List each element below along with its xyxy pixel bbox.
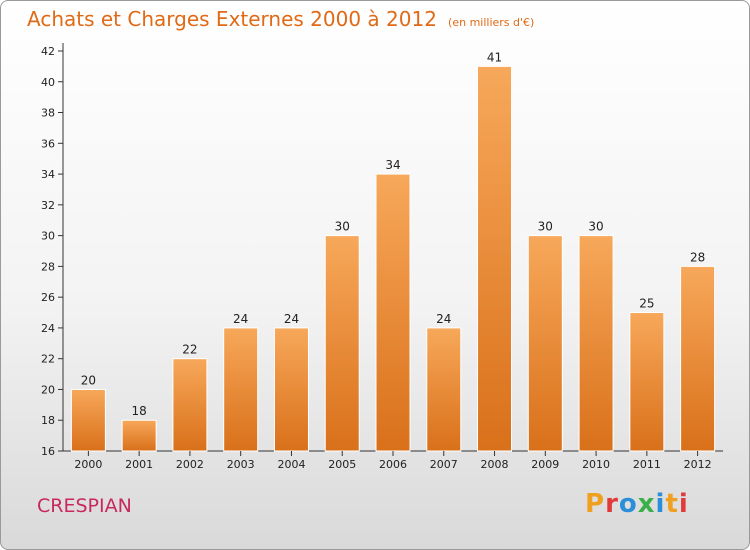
bar	[324, 235, 360, 452]
x-tick-label: 2009	[531, 458, 559, 471]
x-tick-label: 2011	[633, 458, 661, 471]
bar-value-label: 24	[284, 312, 299, 326]
bar	[273, 327, 309, 452]
bar-value-label: 41	[487, 50, 502, 64]
y-tick-label: 22	[41, 353, 55, 366]
y-tick-label: 30	[41, 230, 55, 243]
bar-value-label: 18	[132, 404, 147, 418]
x-tick-label: 2004	[277, 458, 305, 471]
bar-value-label: 30	[538, 220, 553, 234]
bar	[578, 235, 614, 452]
chart-subtitle: (en milliers d'€)	[448, 16, 535, 29]
x-tick-label: 2005	[328, 458, 356, 471]
logo-letter: t	[665, 489, 679, 519]
x-tick-label: 2000	[74, 458, 102, 471]
logo-letter: r	[605, 489, 619, 519]
bar-value-label: 22	[182, 343, 197, 357]
y-tick-label: 28	[41, 260, 55, 273]
y-tick-label: 16	[41, 445, 55, 458]
bar-value-label: 24	[436, 312, 451, 326]
bar	[629, 312, 665, 452]
x-tick-label: 2006	[379, 458, 407, 471]
logo-letter: i	[655, 489, 666, 519]
bar-value-label: 30	[335, 220, 350, 234]
x-tick-label: 2008	[481, 458, 509, 471]
y-tick-label: 24	[41, 322, 55, 335]
x-tick-label: 2001	[125, 458, 153, 471]
chart-title-block: Achats et Charges Externes 2000 à 2012 (…	[27, 7, 534, 31]
y-tick-label: 40	[41, 76, 55, 89]
bar	[375, 173, 411, 452]
logo-letter: P	[585, 489, 606, 519]
bar	[527, 235, 563, 452]
x-tick-label: 2002	[176, 458, 204, 471]
y-tick-label: 38	[41, 107, 55, 120]
bar-value-label: 30	[588, 220, 603, 234]
logo-letter: i	[678, 489, 689, 519]
x-tick-label: 2003	[227, 458, 255, 471]
logo-letter: o	[618, 489, 638, 519]
bar	[172, 358, 208, 452]
y-tick-label: 42	[41, 45, 55, 58]
bar	[121, 419, 157, 452]
x-tick-label: 2010	[582, 458, 610, 471]
chart-title: Achats et Charges Externes 2000 à 2012	[27, 7, 437, 31]
bar	[680, 265, 716, 452]
bar	[477, 65, 513, 452]
y-tick-label: 18	[41, 414, 55, 427]
logo-letter: x	[637, 489, 656, 519]
bar	[426, 327, 462, 452]
bar	[223, 327, 259, 452]
x-tick-label: 2007	[430, 458, 458, 471]
bar-value-label: 28	[690, 250, 705, 264]
y-tick-label: 20	[41, 383, 55, 396]
bar	[70, 388, 106, 452]
proxiti-logo: Proxiti	[585, 489, 689, 519]
y-tick-label: 36	[41, 137, 55, 150]
y-tick-label: 32	[41, 199, 55, 212]
y-tick-label: 26	[41, 291, 55, 304]
bar-value-label: 24	[233, 312, 248, 326]
bar-value-label: 34	[385, 158, 400, 172]
bar-value-label: 25	[639, 297, 654, 311]
bar-value-label: 20	[81, 373, 96, 387]
y-tick-label: 34	[41, 168, 55, 181]
place-name: CRESPIAN	[37, 495, 132, 517]
x-tick-label: 2012	[684, 458, 712, 471]
